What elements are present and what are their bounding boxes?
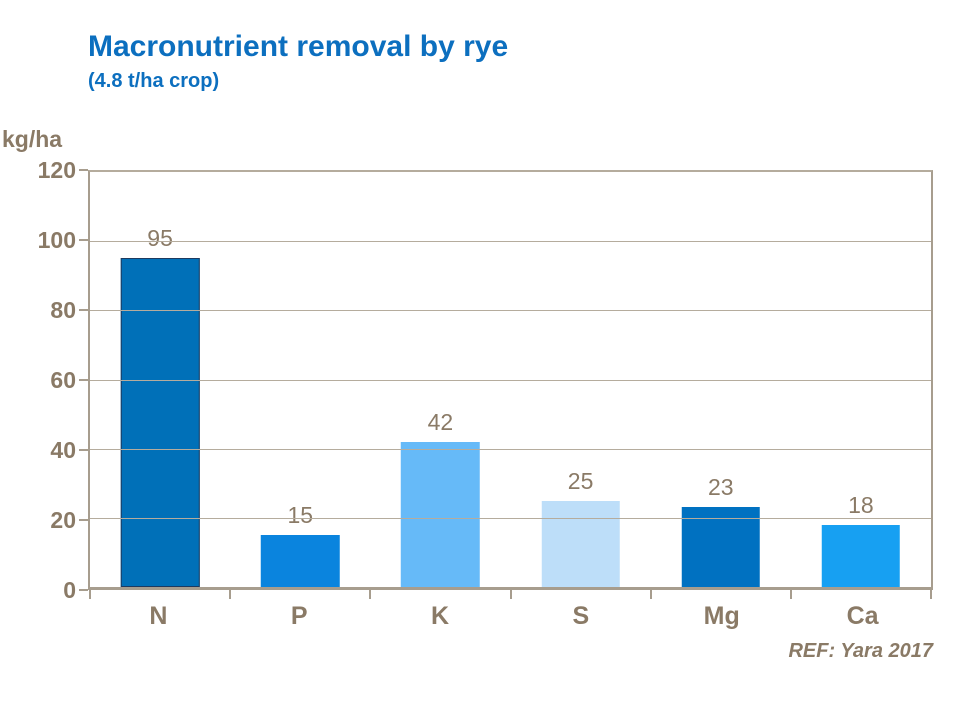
bar-cell-Mg: 23: [651, 172, 791, 587]
y-axis-tick-labels: 0 20 40 60 80 100 120: [0, 157, 76, 603]
y-tick-label-80: 80: [50, 296, 76, 323]
y-tick-label-0: 0: [63, 577, 76, 603]
bar-cell-Ca: 18: [791, 172, 931, 587]
bar-cell-N: 95: [90, 172, 230, 587]
y-tick-mark-80: [79, 309, 88, 311]
x-category-label-K: K: [431, 602, 450, 630]
y-tick-mark-120: [79, 169, 88, 171]
y-tick-mark-100: [79, 239, 88, 241]
bar-P: [261, 535, 340, 587]
bar-value-label-K: 42: [427, 408, 454, 435]
bar-cell-P: 15: [230, 172, 370, 587]
y-tick-label-60: 60: [50, 367, 76, 393]
bar-series: 95 15 42 25 23 18: [90, 172, 931, 587]
x-tick-mark-5: [789, 587, 792, 599]
gridline-80: [90, 310, 931, 312]
bar-value-label-Mg: 23: [707, 474, 734, 501]
y-tick-mark-40: [79, 449, 88, 451]
x-category-label-N: N: [149, 602, 168, 630]
bar-cell-S: 25: [511, 172, 651, 587]
bar-K: [401, 441, 480, 587]
page-subtitle: (4.8 t/ha crop): [88, 70, 220, 92]
x-tick-mark-4: [649, 587, 652, 599]
x-category-label-Ca: Ca: [846, 602, 879, 630]
bar-N: [120, 258, 200, 587]
bar-value-label-N: 95: [147, 225, 173, 252]
x-tick-mark-1: [229, 587, 232, 599]
x-tick-mark-3: [509, 587, 512, 599]
x-category-label-P: P: [290, 602, 308, 630]
gridline-100: [90, 241, 931, 243]
chart-plot-area: 95 15 42 25 23 18: [88, 170, 933, 599]
x-tick-mark-2: [369, 587, 372, 599]
bar-Mg: [681, 507, 761, 587]
footer-reference: REF: Yara 2017: [788, 640, 933, 662]
bar-Ca: [821, 524, 901, 587]
page-title: Macronutrient removal by rye: [88, 30, 509, 63]
y-axis-unit-label: kg/ha: [2, 126, 63, 152]
bar-value-label-P: 15: [287, 502, 314, 529]
x-category-label-Mg: Mg: [703, 602, 740, 630]
bar-cell-K: 42: [370, 172, 510, 587]
x-tick-mark-0: [89, 587, 91, 599]
y-tick-label-120: 120: [37, 157, 76, 183]
y-tick-label-40: 40: [50, 436, 76, 463]
bar-S: [541, 500, 620, 587]
x-axis-category-labels: N P K S Mg Ca: [88, 602, 933, 634]
gridline-60: [90, 379, 931, 381]
gridline-20: [90, 517, 931, 519]
y-tick-mark-0: [79, 589, 88, 591]
x-category-label-S: S: [572, 602, 590, 630]
y-tick-mark-20: [79, 519, 88, 521]
y-tick-label-100: 100: [37, 226, 76, 253]
bar-value-label-S: 25: [567, 467, 594, 494]
bar-value-label-Ca: 18: [848, 491, 874, 518]
gridline-40: [90, 448, 931, 450]
x-tick-mark-6: [930, 587, 932, 599]
y-tick-mark-60: [79, 379, 88, 381]
y-tick-label-20: 20: [50, 507, 76, 533]
